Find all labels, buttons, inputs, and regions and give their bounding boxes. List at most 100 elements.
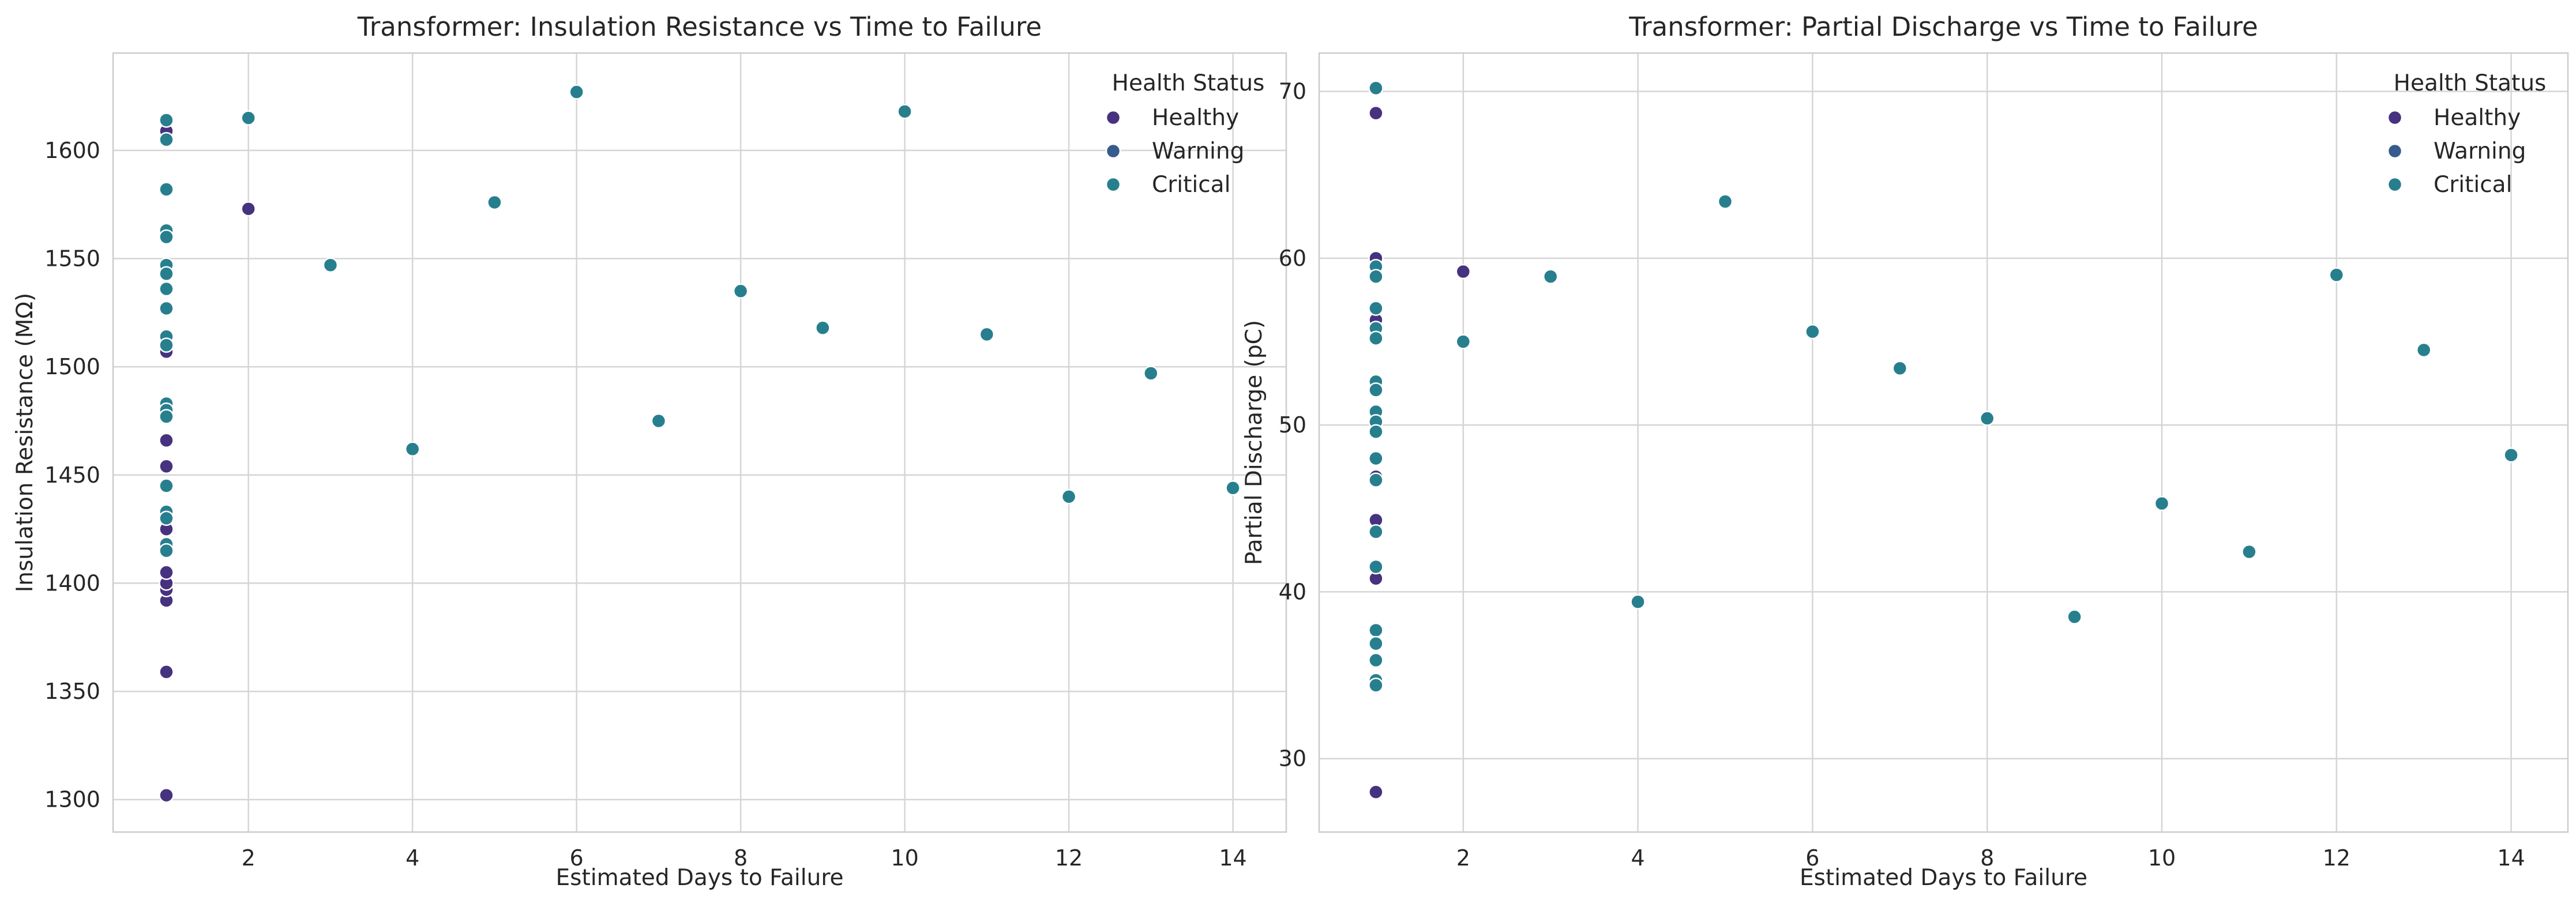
y-tick-label: 40 <box>1279 579 1306 604</box>
data-point-critical <box>1368 80 1384 96</box>
data-point-healthy <box>1368 105 1384 121</box>
data-point-critical <box>159 182 174 197</box>
plot-frame <box>1318 52 2569 833</box>
data-point-critical <box>159 337 174 353</box>
x-tick-label: 12 <box>1055 845 1083 871</box>
data-point-critical <box>1368 330 1384 346</box>
data-point-critical <box>1368 635 1384 652</box>
x-tick-label: 4 <box>1631 845 1645 871</box>
data-point-critical <box>1630 594 1646 610</box>
data-point-critical <box>1455 334 1471 349</box>
legend-label: Critical <box>1152 172 1230 198</box>
x-tick-label: 10 <box>891 845 918 871</box>
data-point-critical <box>733 283 749 299</box>
y-tick-label: 1550 <box>44 246 100 272</box>
y-tick-label: 1600 <box>44 138 100 163</box>
data-point-healthy <box>1368 784 1384 800</box>
chart-panel-2: 2 4 6 8 10 12 14 30 40 50 60 70 Transformer: Partial… <box>1241 12 2569 891</box>
data-point-healthy <box>159 432 174 448</box>
legend-marker-critical <box>2387 176 2403 193</box>
data-point-critical <box>159 510 174 526</box>
data-point-critical <box>159 478 174 494</box>
legend-title: Health Status <box>2394 70 2547 96</box>
legend: Health Status Healthy Warning Critical <box>2387 70 2547 198</box>
data-point-critical <box>651 413 667 429</box>
x-tick-label: 14 <box>1219 845 1246 871</box>
data-point-critical <box>241 110 256 126</box>
x-tick-label: 14 <box>2497 845 2525 871</box>
data-point-critical <box>159 281 174 297</box>
y-tick-label: 60 <box>1279 246 1306 271</box>
x-tick-label: 12 <box>2323 845 2350 871</box>
data-point-healthy <box>241 201 256 217</box>
data-point-critical <box>1368 269 1384 284</box>
data-point-critical <box>2241 544 2257 560</box>
x-tick-label: 6 <box>1805 845 1819 871</box>
data-point-critical <box>1368 678 1384 693</box>
legend-marker-warning <box>2387 143 2403 159</box>
data-point-critical <box>159 229 174 245</box>
x-axis-label: Estimated Days to Failure <box>1800 865 2087 891</box>
data-point-critical <box>1061 489 1077 505</box>
data-point-critical <box>1368 524 1384 540</box>
x-tick-label: 6 <box>570 845 584 871</box>
y-tick-label: 1350 <box>44 679 100 704</box>
legend-marker-warning <box>1105 143 1121 159</box>
data-point-healthy <box>159 564 174 580</box>
data-point-critical <box>815 320 831 336</box>
data-point-critical <box>159 112 174 128</box>
data-point-healthy <box>159 458 174 475</box>
data-point-critical <box>1717 194 1733 209</box>
data-point-critical <box>2329 267 2345 283</box>
y-tick-label: 1400 <box>44 570 100 596</box>
data-point-critical <box>1368 472 1384 488</box>
plot-area <box>1319 53 2568 832</box>
data-point-critical <box>159 300 174 317</box>
data-point-critical <box>1143 366 1159 381</box>
x-tick-label: 8 <box>1980 845 1994 871</box>
data-point-critical <box>322 257 339 273</box>
plot-frame <box>112 52 1287 833</box>
legend-marker-healthy <box>2387 110 2403 126</box>
y-axis-label: Insulation Resistance (MΩ) <box>12 293 38 593</box>
y-tick-label: 1500 <box>44 354 100 379</box>
data-point-critical <box>487 194 502 210</box>
data-point-critical <box>1368 300 1384 316</box>
legend-title: Health Status <box>1112 70 1265 96</box>
data-point-critical <box>1368 652 1384 668</box>
y-tick-label: 30 <box>1279 746 1306 771</box>
x-tick-label: 10 <box>2148 845 2176 871</box>
data-point-critical <box>404 441 420 457</box>
y-axis-label: Partial Discharge (pC) <box>1241 320 1267 565</box>
data-point-critical <box>1225 480 1241 496</box>
legend-label: Critical <box>2434 172 2512 198</box>
data-point-critical <box>1979 411 1995 426</box>
data-point-critical <box>2503 447 2519 463</box>
data-point-critical <box>1368 382 1384 398</box>
data-point-critical <box>1368 424 1384 439</box>
legend: Health Status Healthy Warning Critical <box>1105 70 1265 198</box>
x-tick-label: 8 <box>734 845 748 871</box>
data-point-critical <box>159 543 174 559</box>
data-point-critical <box>1368 450 1384 466</box>
data-point-critical <box>1892 360 1908 377</box>
data-point-critical <box>1805 323 1820 340</box>
y-tick-label: 50 <box>1279 412 1306 438</box>
legend-marker-healthy <box>1105 110 1121 126</box>
plot-area <box>113 53 1286 832</box>
data-point-critical <box>979 326 995 343</box>
legend-label: Warning <box>1152 138 1244 164</box>
data-point-critical <box>1542 269 1559 284</box>
y-tick-label: 70 <box>1279 79 1306 104</box>
x-tick-label: 4 <box>405 845 419 871</box>
data-point-critical <box>1368 622 1384 638</box>
chart-panel-1: 2 4 6 8 10 12 14 1300 1350 1400 1450 1500 1550 1600 Tr… <box>12 12 1287 891</box>
data-point-critical <box>159 131 174 148</box>
data-point-critical <box>159 266 174 282</box>
data-point-healthy <box>159 787 174 803</box>
data-point-critical <box>2154 495 2170 511</box>
data-point-critical <box>897 104 913 119</box>
data-point-healthy <box>1455 264 1471 280</box>
data-point-critical <box>1368 559 1384 575</box>
